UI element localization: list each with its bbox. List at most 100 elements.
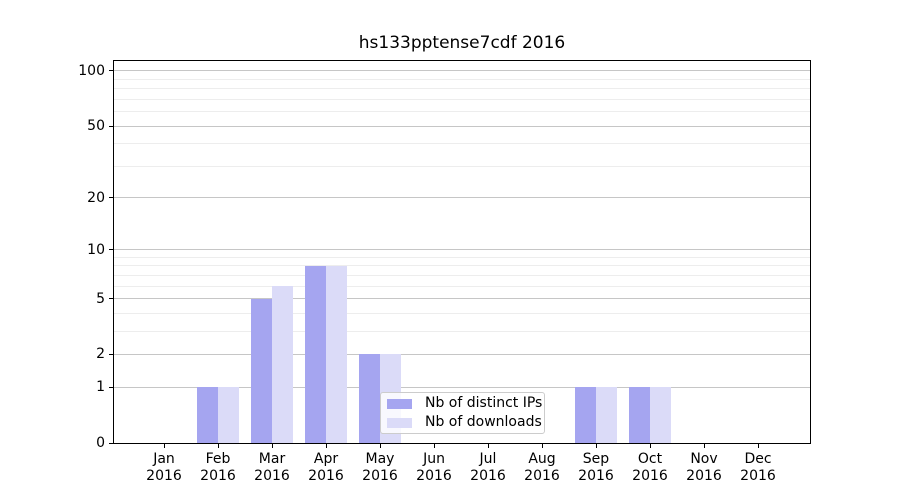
x-tick-label: Sep 2016 bbox=[568, 451, 624, 485]
gridline-major bbox=[114, 298, 810, 300]
x-tick-label: Feb 2016 bbox=[190, 451, 246, 485]
gridline-minor bbox=[114, 88, 810, 90]
x-tick bbox=[272, 444, 273, 448]
x-tick-year: 2016 bbox=[362, 468, 398, 484]
x-tick-month: Mar bbox=[258, 451, 286, 467]
x-tick-year: 2016 bbox=[308, 468, 344, 484]
bar-downloads-feb bbox=[218, 387, 239, 443]
gridline-minor bbox=[114, 285, 810, 287]
y-tick bbox=[109, 386, 113, 388]
y-tick-label: 5 bbox=[96, 290, 105, 307]
gridline-minor bbox=[114, 165, 810, 167]
x-tick-label: Jul 2016 bbox=[460, 451, 516, 485]
x-tick-year: 2016 bbox=[146, 468, 182, 484]
y-tick bbox=[109, 298, 113, 300]
y-tick-label: 2 bbox=[96, 346, 105, 363]
bar-distinct-ips-sep bbox=[575, 387, 596, 443]
y-tick-label: 100 bbox=[78, 62, 105, 79]
y-tick bbox=[109, 197, 113, 199]
gridline-major bbox=[114, 386, 810, 388]
x-tick-year: 2016 bbox=[416, 468, 452, 484]
x-tick-month: May bbox=[365, 451, 395, 467]
x-tick-month: Aug bbox=[528, 451, 556, 467]
x-tick-year: 2016 bbox=[740, 468, 776, 484]
bar-distinct-ips-mar bbox=[251, 298, 272, 443]
x-tick-year: 2016 bbox=[686, 468, 722, 484]
x-tick-month: Dec bbox=[744, 451, 772, 467]
x-tick-label: Mar 2016 bbox=[244, 451, 300, 485]
x-tick-year: 2016 bbox=[254, 468, 290, 484]
plot-area bbox=[113, 60, 811, 444]
gridline-minor bbox=[114, 98, 810, 100]
y-tick bbox=[109, 125, 113, 127]
legend: Nb of distinct IPs Nb of downloads bbox=[380, 392, 545, 434]
x-tick bbox=[380, 444, 381, 448]
bar-downloads-apr bbox=[326, 265, 347, 443]
x-tick bbox=[434, 444, 435, 448]
x-tick-label: Nov 2016 bbox=[676, 451, 732, 485]
x-tick-year: 2016 bbox=[524, 468, 560, 484]
x-tick-year: 2016 bbox=[470, 468, 506, 484]
y-tick-label: 10 bbox=[87, 241, 105, 258]
x-tick bbox=[542, 444, 543, 448]
gridline-minor bbox=[114, 265, 810, 267]
gridline-major bbox=[114, 353, 810, 355]
x-tick bbox=[650, 444, 651, 448]
gridline-major bbox=[114, 70, 810, 72]
legend-item-downloads: Nb of downloads bbox=[387, 415, 542, 430]
y-tick bbox=[109, 70, 113, 72]
x-tick-label: Aug 2016 bbox=[514, 451, 570, 485]
x-tick-year: 2016 bbox=[200, 468, 236, 484]
x-tick-month: Jan bbox=[153, 451, 175, 467]
x-tick-label: Jun 2016 bbox=[406, 451, 462, 485]
gridline-minor bbox=[114, 143, 810, 145]
gridline-major bbox=[114, 197, 810, 199]
x-tick bbox=[326, 444, 327, 448]
x-tick-month: Jun bbox=[423, 451, 445, 467]
gridline-minor bbox=[114, 274, 810, 276]
x-tick-month: Jul bbox=[479, 451, 497, 467]
x-tick bbox=[704, 444, 705, 448]
legend-swatch-distinct-ips bbox=[387, 398, 412, 409]
x-tick-label: Apr 2016 bbox=[298, 451, 354, 485]
x-tick bbox=[164, 444, 165, 448]
gridline-minor bbox=[114, 312, 810, 314]
gridline-minor bbox=[114, 78, 810, 80]
x-tick-label: Jan 2016 bbox=[136, 451, 192, 485]
y-tick-label: 0 bbox=[96, 435, 105, 451]
gridline-major bbox=[114, 249, 810, 251]
legend-item-distinct-ips: Nb of distinct IPs bbox=[387, 396, 542, 411]
x-tick-month: Apr bbox=[313, 451, 339, 467]
y-tick-label: 20 bbox=[87, 189, 105, 206]
chart-title: hs133pptense7cdf 2016 bbox=[358, 33, 566, 53]
bar-downloads-mar bbox=[272, 286, 293, 443]
bar-distinct-ips-apr bbox=[305, 265, 326, 443]
gridline-major bbox=[114, 125, 810, 127]
x-tick-label: May 2016 bbox=[352, 451, 408, 485]
bar-distinct-ips-may bbox=[359, 354, 380, 443]
x-tick-month: Nov bbox=[690, 451, 718, 467]
x-tick bbox=[596, 444, 597, 448]
x-tick-month: Oct bbox=[637, 451, 663, 467]
x-tick-label: Dec 2016 bbox=[730, 451, 786, 485]
bar-downloads-sep bbox=[596, 387, 617, 443]
x-tick-month: Feb bbox=[205, 451, 231, 467]
y-tick bbox=[109, 353, 113, 355]
bar-distinct-ips-feb bbox=[197, 387, 218, 443]
y-tick-label: 1 bbox=[96, 379, 105, 396]
x-tick-year: 2016 bbox=[632, 468, 668, 484]
x-tick-year: 2016 bbox=[578, 468, 614, 484]
bar-downloads-oct bbox=[650, 387, 671, 443]
x-tick bbox=[488, 444, 489, 448]
legend-swatch-downloads bbox=[387, 417, 412, 428]
x-tick-label: Oct 2016 bbox=[622, 451, 678, 485]
gridline-minor bbox=[114, 330, 810, 332]
x-tick bbox=[758, 444, 759, 448]
bar-distinct-ips-oct bbox=[629, 387, 650, 443]
gridline-minor bbox=[114, 111, 810, 113]
x-tick bbox=[218, 444, 219, 448]
legend-label-downloads: Nb of downloads bbox=[425, 414, 542, 430]
y-tick bbox=[109, 249, 113, 251]
x-tick-month: Sep bbox=[582, 451, 610, 467]
